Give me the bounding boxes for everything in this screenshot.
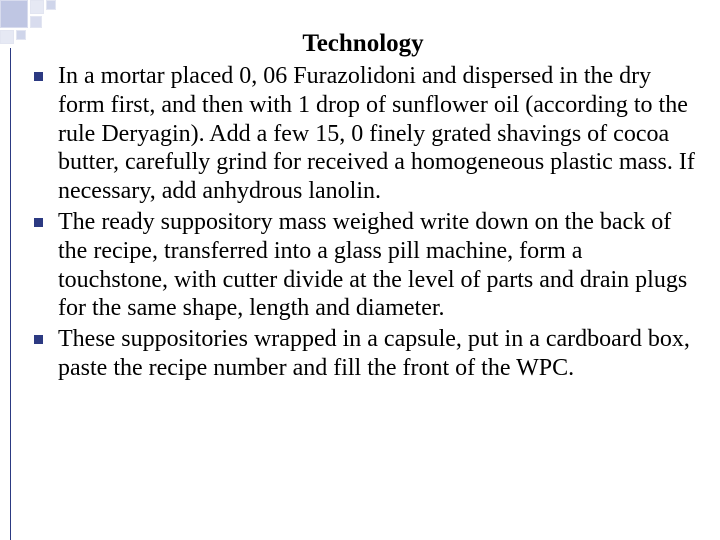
side-vertical-line: [10, 48, 11, 540]
slide-content: Technology In a mortar placed 0, 06 Fura…: [30, 30, 696, 385]
deco-square: [16, 30, 26, 40]
deco-square: [46, 0, 56, 10]
list-item: In a mortar placed 0, 06 Furazolidoni an…: [58, 62, 696, 206]
slide-title: Technology: [30, 30, 696, 58]
deco-square: [0, 30, 14, 44]
list-item: These suppositories wrapped in a capsule…: [58, 325, 696, 383]
list-item: The ready suppository mass weighed write…: [58, 208, 696, 323]
deco-square: [30, 0, 44, 14]
bullet-list: In a mortar placed 0, 06 Furazolidoni an…: [30, 62, 696, 383]
deco-square-large: [0, 0, 28, 28]
deco-square: [30, 16, 42, 28]
